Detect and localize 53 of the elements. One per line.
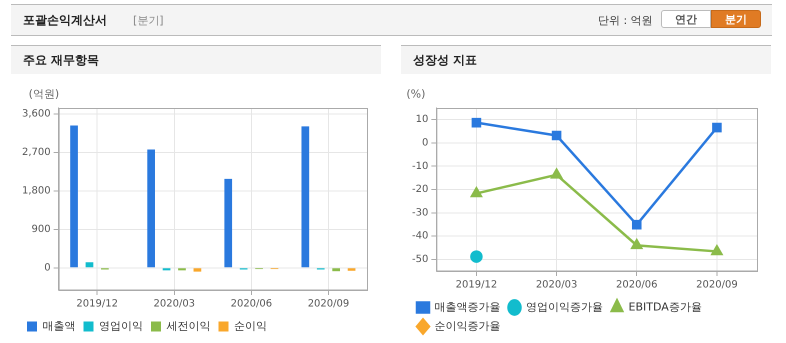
y-tick-label: 1,800 [22,185,51,196]
y-tick-label: 10 [416,114,428,126]
point [470,250,483,263]
x-tick-label: 2019/12 [76,298,118,310]
x-tick-label: 2020/03 [536,280,578,291]
x-tick-label: 2020/09 [308,298,350,310]
y-tick-label: 900 [32,224,51,235]
bar [147,149,155,268]
y-tick-label: 0 [44,262,51,274]
x-tick-label: 2020/06 [616,280,658,291]
y-tick-label: -50 [412,254,428,265]
point [552,130,562,140]
text: 단위 : 억원 [598,13,653,28]
y-axis-title: (억원) [28,87,60,100]
point [712,122,722,132]
legend-label: 순이익증가율 [434,319,500,332]
legend-label: 영업이익 [99,319,143,332]
bar [348,268,356,271]
legend-label: 매출액 [42,319,76,332]
text: 분기 [711,10,761,28]
point [472,118,482,128]
y-tick-label: 0 [422,138,428,149]
y-tick-label: 2,700 [22,147,51,158]
point [470,187,482,198]
y-tick-label: -40 [412,230,428,242]
text: 포괄손익계산서 [23,12,107,29]
x-tick-label: 2020/09 [696,280,738,291]
y-tick-label: -10 [412,160,428,172]
y-axis-title: (%) [406,87,426,100]
legend-label: EBITDA증가율 [628,300,702,314]
legend-label: 세전이익 [166,319,210,332]
legend-label: 순이익 [234,319,267,332]
x-tick-label: 2020/06 [230,298,272,310]
point [711,245,722,256]
point [631,239,642,250]
y-tick-label: -30 [412,207,428,218]
bar [70,126,78,268]
y-tick-label: 3,600 [22,108,51,120]
chart-title: 주요 재무항목 [11,45,381,74]
point [632,220,642,230]
bar [301,126,310,268]
x-tick-label: 2020/03 [153,298,196,310]
legend-label: 영업이익증가율 [526,300,603,314]
bar [194,268,202,272]
x-tick-label: 2019/12 [456,280,498,291]
bar [224,178,232,268]
point [551,168,562,179]
text: [분기] [133,13,164,28]
y-tick-label: -20 [412,184,428,196]
legend-label: 매출액증가율 [434,300,500,314]
text: 연간 [661,10,711,28]
bar [86,262,94,268]
chart-title: 성장성 지표 [401,45,771,74]
